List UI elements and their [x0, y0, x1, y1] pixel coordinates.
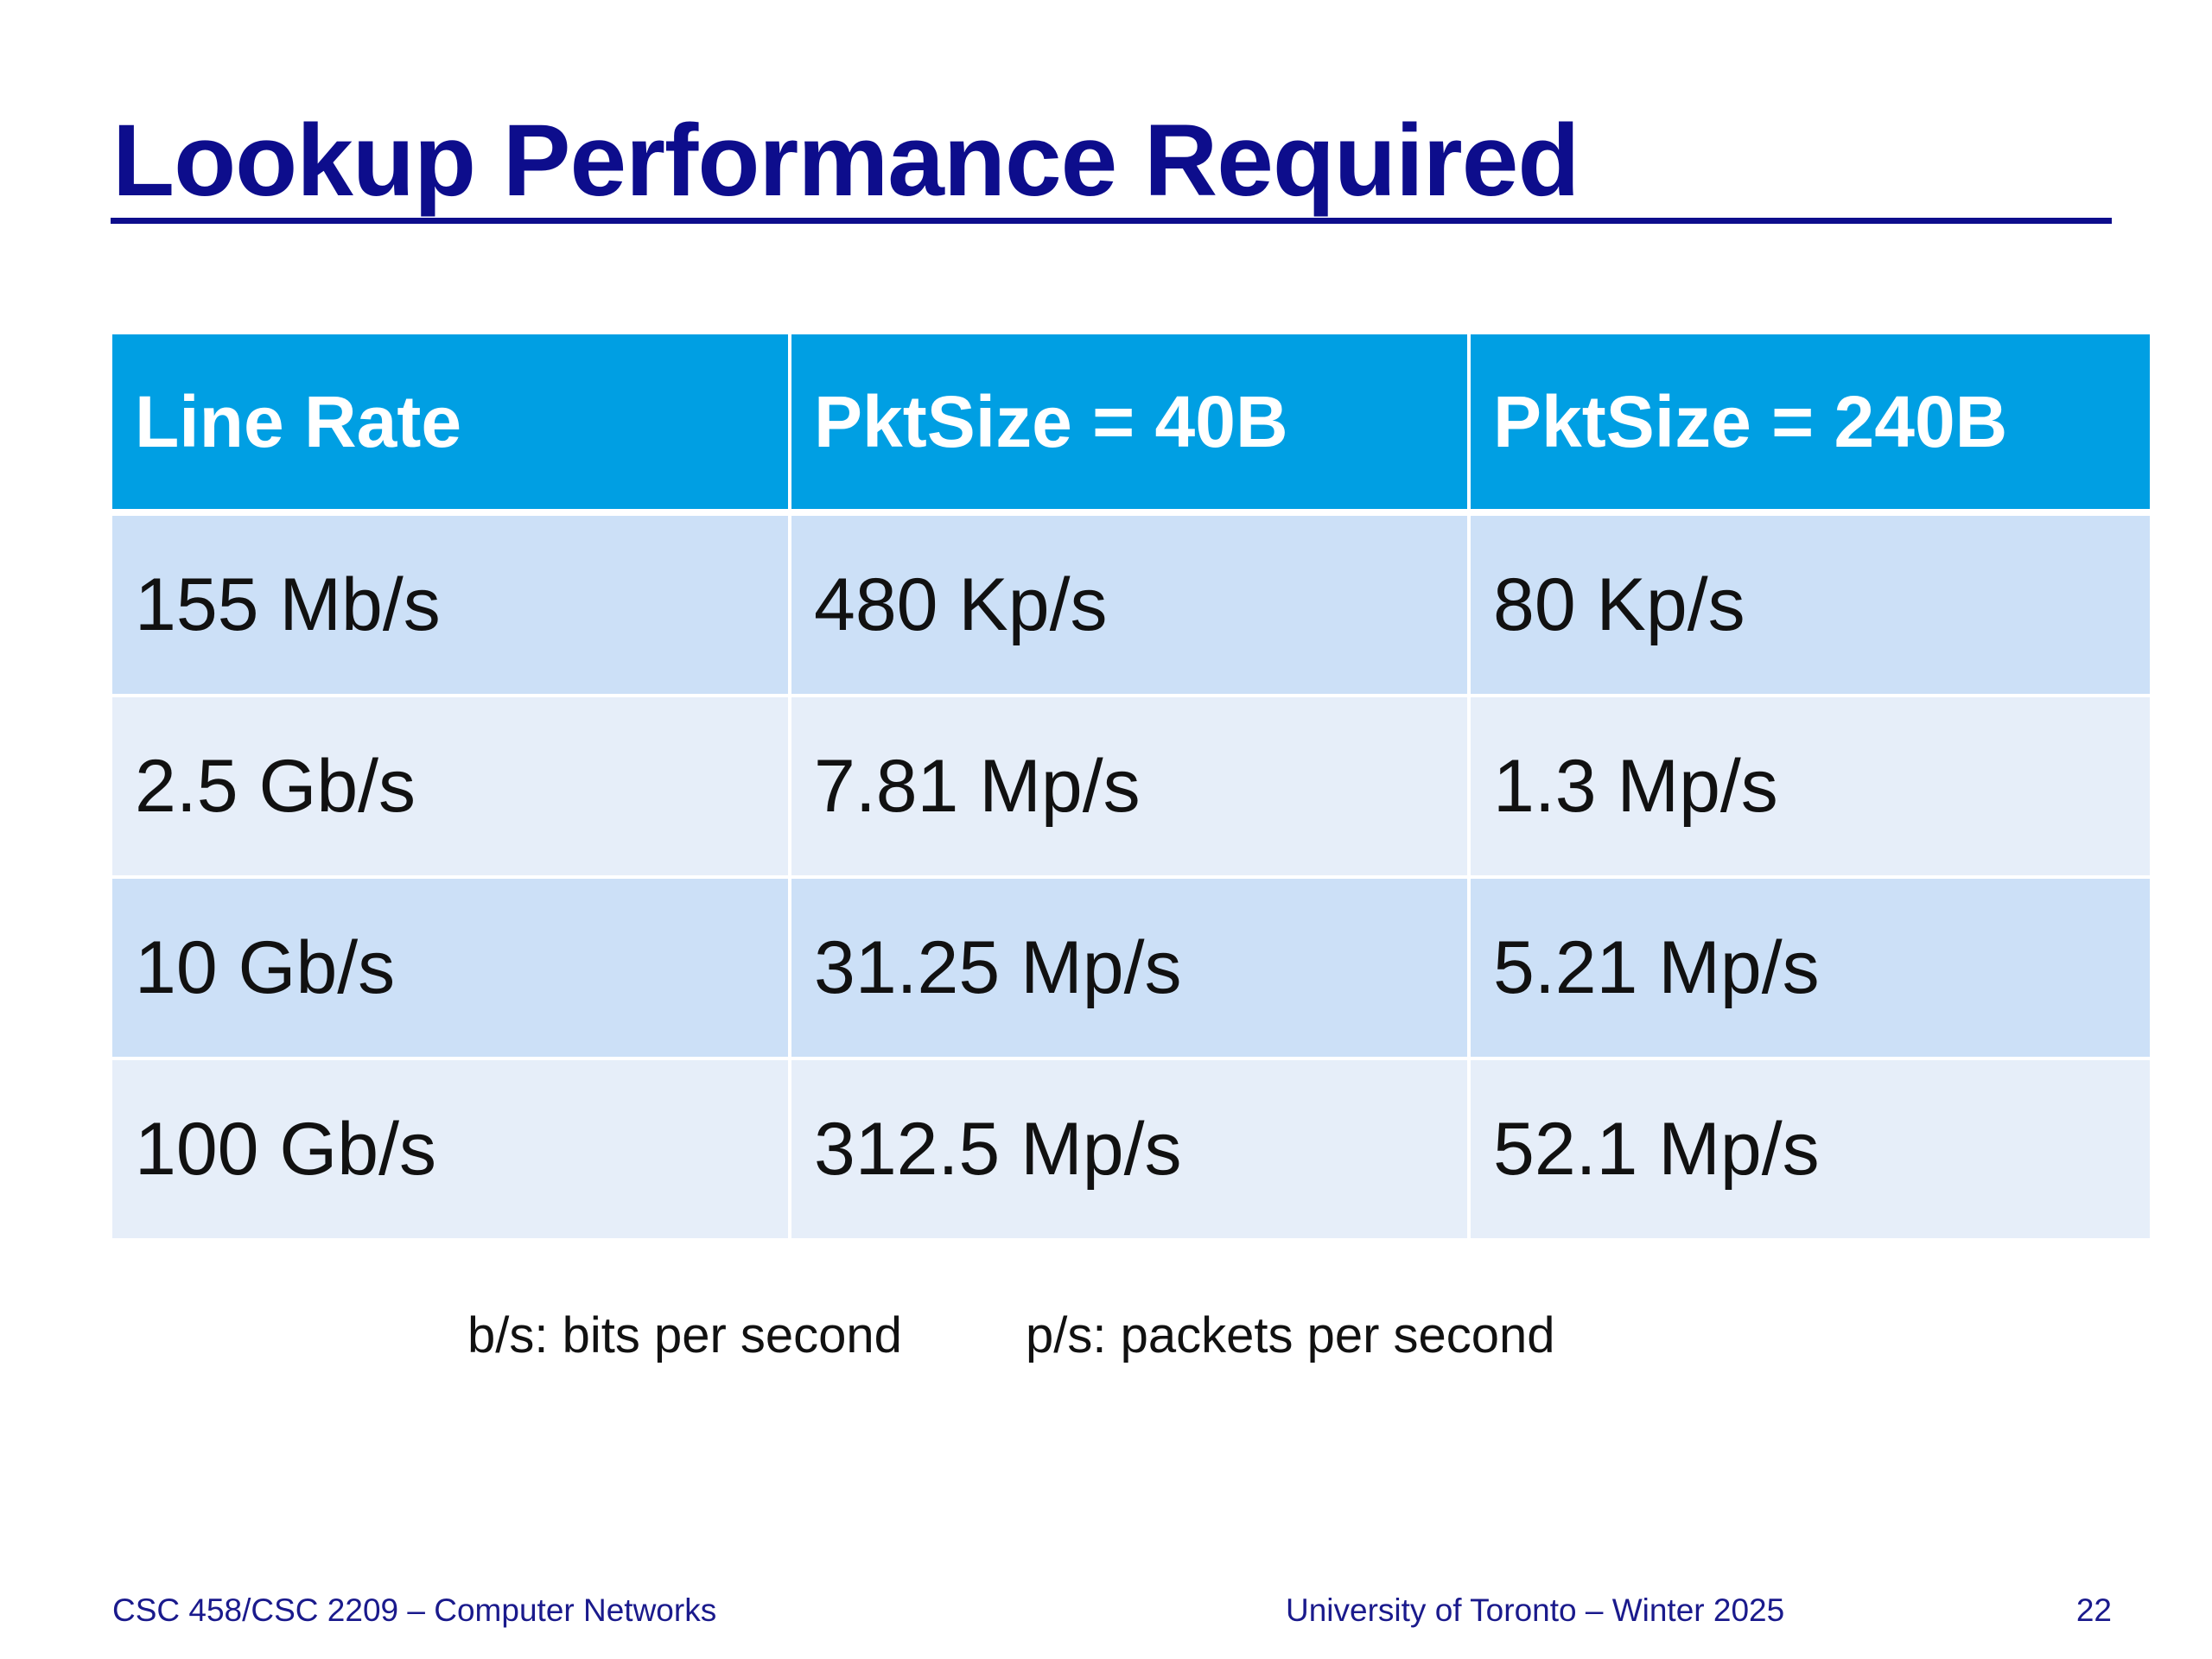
legend-packets-per-second: p/s: packets per second [1026, 1307, 1555, 1363]
cell-line-rate: 2.5 Gb/s [112, 697, 791, 879]
table-row: 155 Mb/s 480 Kp/s 80 Kp/s [112, 516, 2150, 697]
title-underline [111, 218, 2112, 224]
lookup-performance-table: Line Rate PktSize = 40B PktSize = 240B 1… [112, 334, 2150, 1242]
cell-line-rate: 155 Mb/s [112, 516, 791, 697]
cell-pktsize-40b: 312.5 Mp/s [791, 1060, 1471, 1242]
footer-page-number: 22 [2075, 1592, 2112, 1628]
lookup-table-container: Line Rate PktSize = 40B PktSize = 240B 1… [112, 334, 2150, 1242]
legend-bits-per-second: b/s: bits per second [467, 1307, 902, 1363]
header-pktsize-240b: PktSize = 240B [1471, 334, 2150, 516]
table-header-row: Line Rate PktSize = 40B PktSize = 240B [112, 334, 2150, 516]
footer-course: CSC 458/CSC 2209 – Computer Networks [112, 1592, 717, 1628]
header-pktsize-40b: PktSize = 40B [791, 334, 1471, 516]
cell-line-rate: 10 Gb/s [112, 879, 791, 1060]
cell-line-rate: 100 Gb/s [112, 1060, 791, 1242]
cell-pktsize-240b: 5.21 Mp/s [1471, 879, 2150, 1060]
cell-pktsize-240b: 52.1 Mp/s [1471, 1060, 2150, 1242]
table-row: 10 Gb/s 31.25 Mp/s 5.21 Mp/s [112, 879, 2150, 1060]
footer-institution: University of Toronto – Winter 2025 [1286, 1592, 1785, 1628]
cell-pktsize-240b: 80 Kp/s [1471, 516, 2150, 697]
slide-title: Lookup Performance Required [112, 104, 1580, 218]
cell-pktsize-40b: 7.81 Mp/s [791, 697, 1471, 879]
cell-pktsize-240b: 1.3 Mp/s [1471, 697, 2150, 879]
table-row: 100 Gb/s 312.5 Mp/s 52.1 Mp/s [112, 1060, 2150, 1242]
cell-pktsize-40b: 31.25 Mp/s [791, 879, 1471, 1060]
cell-pktsize-40b: 480 Kp/s [791, 516, 1471, 697]
header-line-rate: Line Rate [112, 334, 791, 516]
table-row: 2.5 Gb/s 7.81 Mp/s 1.3 Mp/s [112, 697, 2150, 879]
